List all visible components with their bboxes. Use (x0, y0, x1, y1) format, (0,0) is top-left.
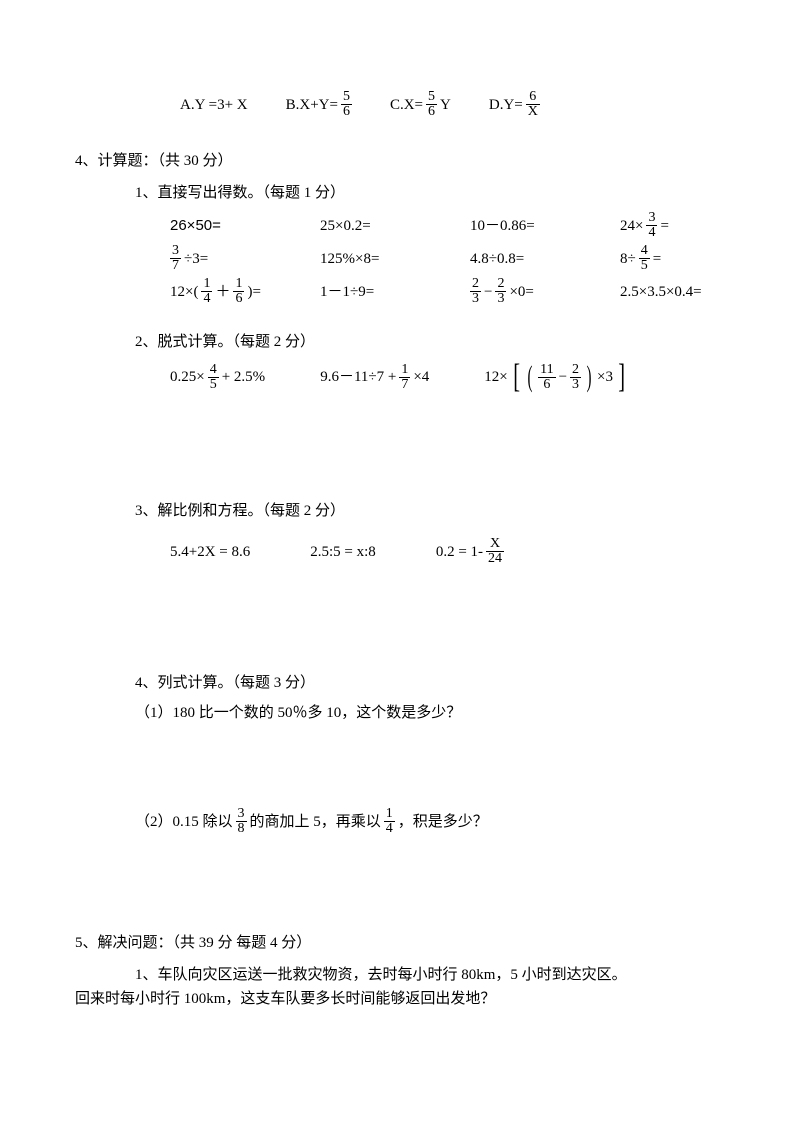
r2c3: 4.8÷0.8= (470, 247, 620, 271)
option-c: C.X= 56 Y (390, 90, 451, 119)
r1c4: 24× 34 = (620, 211, 770, 240)
r1c2: 25×0.2= (320, 214, 470, 238)
option-a-text: A.Y =3+ X (180, 93, 248, 117)
r3c2: 1－1÷9= (320, 280, 470, 304)
calc-row-3: 12×( 14 ＋ 16 )= 1－1÷9= 23 − 23 ×0= 2.5×3… (170, 277, 730, 306)
expr2a: 0.25× 45 + 2.5% (170, 363, 265, 392)
option-b-prefix: B.X+Y= (286, 93, 338, 117)
option-b: B.X+Y= 56 (286, 90, 352, 119)
r2c1: 37 ÷3= (170, 244, 320, 273)
eq3c: 0.2 = 1- X24 (436, 537, 504, 566)
eq-row-3: 5.4+2X = 8.6 2.5:5 = x:8 0.2 = 1- X24 (170, 537, 730, 566)
paren-open-icon: ( (528, 362, 533, 392)
r2c4: 8÷ 45 = (620, 244, 770, 273)
r3c3: 23 − 23 ×0= (470, 277, 620, 306)
multiple-choice-options: A.Y =3+ X B.X+Y= 56 C.X= 56 Y D.Y= 6X (180, 90, 730, 119)
expr2c: 12× [ ( 116 − 23 ) ×3 ] (484, 360, 627, 394)
r3c4: 2.5×3.5×0.4= (620, 280, 770, 304)
r1c3: 10－0.86= (470, 214, 620, 238)
option-d-prefix: D.Y= (489, 93, 523, 117)
bracket-open-icon: [ (513, 360, 520, 394)
section-5-title: 5、解决问题：（共 39 分 每题 4 分） (75, 931, 730, 955)
r1c1: 26×50= (170, 214, 320, 238)
option-c-prefix: C.X= (390, 93, 423, 117)
paren-close-icon: ) (587, 362, 592, 392)
option-d-frac: 6X (526, 90, 540, 119)
bracket-close-icon: ] (618, 360, 625, 394)
r3c1: 12×( 14 ＋ 16 )= (170, 277, 320, 306)
q4-2: （2）0.15 除以 38 的商加上 5，再乘以 14 ，积是多少？ (135, 807, 488, 836)
option-b-frac: 56 (341, 90, 352, 119)
q5-1a: 1、车队向灾区运送一批救灾物资，去时每小时行 80km，5 小时到达灾区。 (135, 963, 730, 987)
option-d: D.Y= 6X (489, 90, 540, 119)
q5-1b: 回来时每小时行 100km，这支车队要多长时间能够返回出发地？ (75, 987, 700, 1011)
calc-row-1: 26×50= 25×0.2= 10－0.86= 24× 34 = (170, 211, 730, 240)
section-4-title: 4、计算题：（共 30 分） (75, 149, 730, 173)
sub-4-2: 2、脱式计算。（每题 2 分） (135, 330, 730, 354)
option-c-suffix: Y (440, 93, 451, 117)
sub-4-3: 3、解比例和方程。（每题 2 分） (135, 499, 730, 523)
expr-row-2: 0.25× 45 + 2.5% 9.6－11÷7 + 17 ×4 12× [ (… (170, 360, 730, 394)
option-a: A.Y =3+ X (180, 93, 248, 117)
eq3a: 5.4+2X = 8.6 (170, 540, 250, 564)
q4-1: （1）180 比一个数的 50％多 10，这个数是多少？ (135, 701, 730, 725)
calc-row-2: 37 ÷3= 125%×8= 4.8÷0.8= 8÷ 45 = (170, 244, 730, 273)
sub-4-4: 4、列式计算。（每题 3 分） (135, 671, 730, 695)
r2c2: 125%×8= (320, 247, 470, 271)
expr2b: 9.6－11÷7 + 17 ×4 (320, 363, 429, 392)
sub-4-1: 1、直接写出得数。（每题 1 分） (135, 181, 730, 205)
eq3b: 2.5:5 = x:8 (310, 540, 376, 564)
option-c-frac: 56 (426, 90, 437, 119)
